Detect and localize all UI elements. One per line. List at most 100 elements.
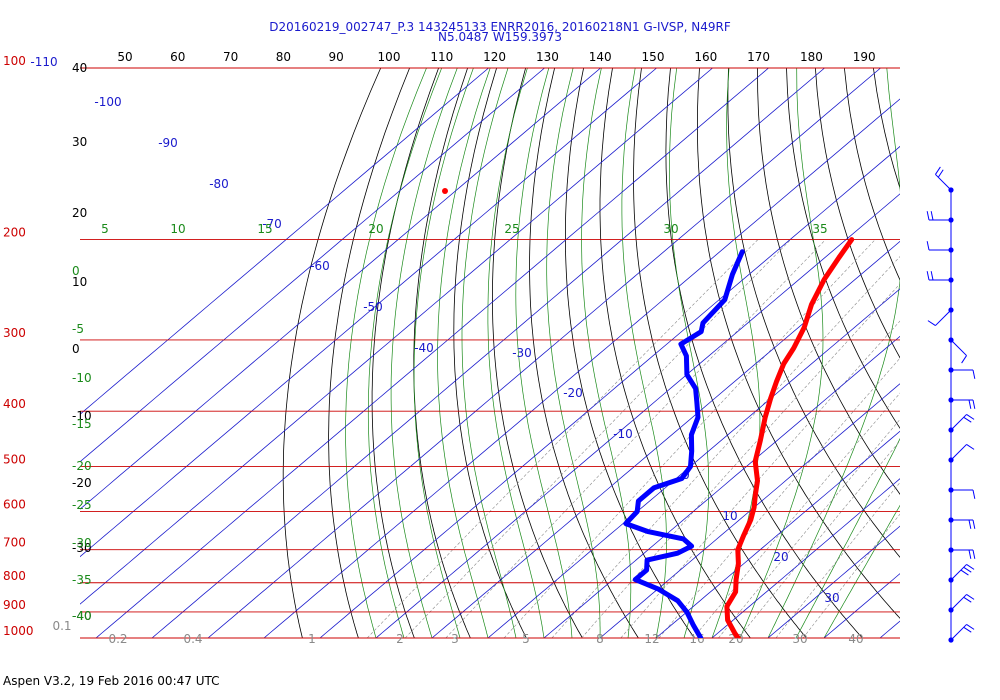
theta-tick-label: 110 — [430, 50, 453, 64]
wind-barb-flag — [972, 399, 976, 409]
dry-adiabat-line — [491, 68, 583, 638]
wind-barb-flag — [972, 519, 976, 529]
mixing-ratio-line — [404, 239, 791, 638]
temperature-point — [442, 188, 448, 194]
dry-adiabat-line — [757, 68, 900, 495]
moist-adiabat-label: 0 — [72, 264, 80, 278]
temperature-tick-label: -20 — [72, 476, 92, 490]
dry-adiabat-line — [282, 68, 382, 638]
moist-adiabat-line — [461, 68, 517, 638]
dry-adiabat-line — [453, 68, 527, 638]
chart-subtitle: N5.0487 W159.3973 — [438, 30, 562, 44]
dry-adiabat-line — [328, 68, 410, 638]
moist-adiabat-line — [581, 68, 632, 638]
wind-barb-flag — [968, 549, 972, 559]
moist-adiabat-top-label: 15 — [257, 222, 272, 236]
dry-adiabat-line — [960, 68, 1000, 638]
wind-barb-flag — [926, 211, 930, 221]
theta-tick-label: 180 — [800, 50, 823, 64]
temperature-tick-label: 40 — [72, 61, 87, 75]
wind-barb-flag — [963, 626, 972, 633]
wind-barb-flag — [972, 549, 976, 559]
mixing-ratio-line — [718, 418, 900, 638]
wind-barb-flag — [966, 564, 975, 570]
temperature-tick-label: -30 — [72, 541, 92, 555]
theta-tick-label: 190 — [853, 50, 876, 64]
isotherm-tick-label: -10 — [613, 427, 633, 441]
moist-adiabat-line — [669, 68, 710, 638]
mixing-ratio-line — [802, 513, 900, 638]
moist-adiabat-top-label: 25 — [504, 222, 519, 236]
mixing-ratio-label: 30 — [792, 632, 807, 646]
wind-barb-staff — [935, 174, 952, 191]
moist-adiabat-line — [437, 68, 491, 638]
isotherm-line — [80, 68, 545, 463]
theta-tick-label: 90 — [329, 50, 344, 64]
theta-tick-label: 120 — [483, 50, 506, 64]
wind-barb-staff — [950, 339, 967, 356]
isotherm-tick-label: -110 — [30, 55, 57, 69]
pressure-tick-label: 400 — [3, 397, 26, 411]
isotherm-line — [263, 98, 900, 638]
theta-tick-label: 70 — [223, 50, 238, 64]
dry-adiabat-line — [599, 68, 751, 638]
pressure-tick-label: 500 — [3, 452, 26, 466]
dry-adiabat-line — [844, 68, 900, 281]
theta-tick-label: 50 — [117, 50, 132, 64]
temperature-tick-label: -10 — [72, 409, 92, 423]
isotherm-line — [431, 240, 900, 638]
wind-barb-staff — [950, 414, 967, 431]
dry-adiabat-line — [786, 68, 900, 429]
pressure-tick-label: 300 — [3, 326, 26, 340]
dry-adiabat-line — [529, 68, 639, 638]
wind-barb-flag — [963, 416, 972, 423]
theta-tick-label: 160 — [694, 50, 717, 64]
mixing-ratio-label: 5 — [522, 632, 530, 646]
moist-adiabat-top-label: 35 — [812, 222, 827, 236]
moist-adiabat-label: -35 — [72, 573, 92, 587]
isotherm-line — [80, 68, 601, 510]
isotherm-line — [879, 620, 900, 638]
mixing-ratio-label: 1 — [308, 632, 316, 646]
wind-barb-flag — [926, 271, 930, 281]
moist-adiabat-line — [546, 68, 601, 638]
isotherm-tick-label: -60 — [310, 259, 330, 273]
isotherm-tick-label: 10 — [722, 509, 737, 523]
dewpoint-profile-line — [623, 249, 745, 638]
isotherm-line — [80, 68, 657, 558]
wind-barb-flag — [968, 399, 972, 409]
isotherm-line — [711, 478, 900, 638]
wind-barb-staff — [950, 444, 967, 461]
pressure-tick-label: 1000 — [3, 624, 34, 638]
isotherm-tick-label: 20 — [773, 550, 788, 564]
isotherm-line — [95, 68, 769, 638]
dry-adiabats — [282, 68, 1000, 638]
wind-barb-flag — [966, 594, 975, 600]
dry-adiabat-line — [727, 68, 900, 558]
pressure-tick-label: 200 — [3, 226, 26, 240]
wind-barb-flag — [961, 355, 967, 364]
mixing-ratio-label: 0.1 — [52, 619, 71, 633]
dry-adiabat-line — [873, 68, 900, 190]
dry-adiabat-line — [371, 68, 439, 638]
dry-adiabat-line — [931, 68, 1000, 638]
wind-barb-flag — [966, 414, 975, 420]
moist-adiabat-line — [390, 68, 458, 638]
isotherm-tick-label: -70 — [262, 217, 282, 231]
mixing-ratio-line — [692, 392, 900, 638]
moist-adiabat-label: -5 — [72, 322, 84, 336]
theta-tick-label: 60 — [170, 50, 185, 64]
isotherm-line — [151, 68, 825, 638]
pressure-tick-label: 100 — [3, 54, 26, 68]
isotherm-line — [823, 573, 900, 638]
wind-barb-flag — [972, 489, 976, 499]
mixing-ratio-label: 3 — [451, 632, 459, 646]
footer-text: Aspen V3.2, 19 Feb 2016 00:47 UTC — [3, 674, 220, 688]
mixing-ratio-label: 8 — [596, 632, 604, 646]
wind-barb-flag — [926, 241, 930, 251]
isotherm-line — [936, 68, 1000, 638]
moist-adiabat-top-label: 20 — [368, 222, 383, 236]
mixing-ratio-line — [366, 239, 759, 638]
moist-adiabat-label: -25 — [72, 498, 92, 512]
